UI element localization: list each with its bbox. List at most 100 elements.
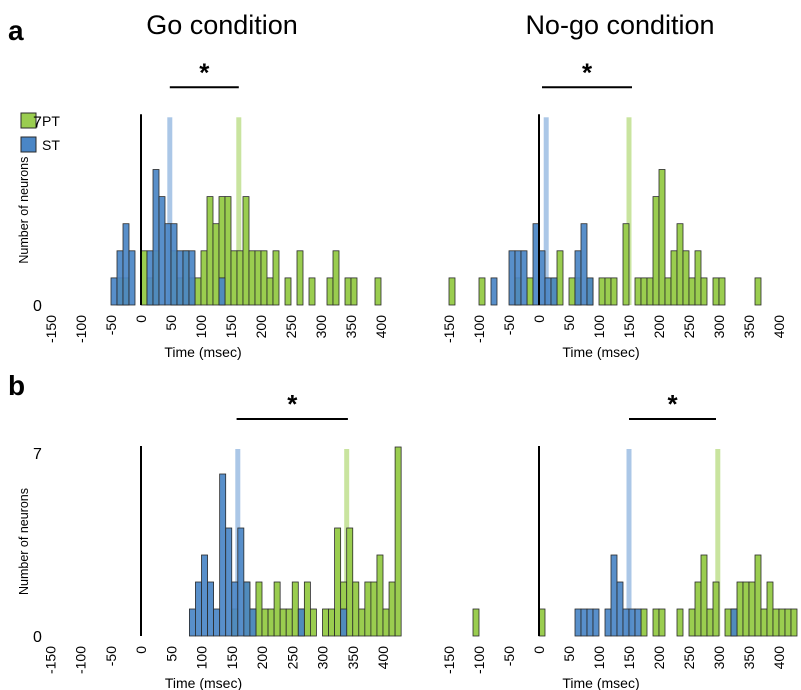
bar-pt xyxy=(224,196,232,306)
bar-pt xyxy=(273,581,281,637)
bar-pt xyxy=(284,277,292,306)
bar-pt xyxy=(676,223,684,306)
significance-star: * xyxy=(199,57,210,87)
bar-pt xyxy=(254,250,262,306)
bar-pt xyxy=(646,277,654,306)
bar-pt xyxy=(700,277,708,306)
x-tick-label: -50 xyxy=(103,315,119,335)
x-tick-label: -50 xyxy=(103,646,119,666)
x-tick-label: 150 xyxy=(224,646,240,670)
bar-pt xyxy=(236,250,244,306)
bar-pt xyxy=(322,608,329,637)
panel-b-letter: b xyxy=(8,370,25,401)
bar-st xyxy=(146,250,154,306)
panel-a-letter: a xyxy=(8,15,24,46)
median-line-pt xyxy=(715,449,721,636)
bar-pt xyxy=(694,250,702,306)
bar-st xyxy=(213,608,221,637)
bar-pt xyxy=(676,608,684,637)
bar-st xyxy=(520,250,528,306)
bar-pt xyxy=(296,250,304,306)
bar-pt xyxy=(346,527,354,637)
bar-pt xyxy=(724,608,732,637)
bar-st xyxy=(550,277,558,306)
x-tick-label: 100 xyxy=(194,646,210,670)
bar-pt xyxy=(568,277,576,306)
bar-st xyxy=(604,608,612,637)
x-tick-label: 50 xyxy=(561,646,577,662)
x-tick-label: 400 xyxy=(771,646,787,670)
x-tick-label: -100 xyxy=(471,646,487,674)
x-tick-label: 350 xyxy=(741,315,757,339)
bar-pt xyxy=(332,250,340,306)
bar-st xyxy=(116,250,124,306)
x-tick-label: -150 xyxy=(43,315,59,343)
bar-st xyxy=(225,527,233,637)
x-tick-label: -50 xyxy=(501,315,517,335)
bar-pt xyxy=(230,250,238,306)
bar-pt xyxy=(285,608,293,637)
x-tick-label: 200 xyxy=(253,315,269,339)
bar-st xyxy=(164,223,172,306)
bar-st xyxy=(297,608,305,637)
bar-st xyxy=(580,223,588,306)
x-axis-label: Time (msec) xyxy=(562,344,639,360)
bar-pt xyxy=(556,250,564,306)
bar-pt xyxy=(326,277,334,306)
x-tick-label: 100 xyxy=(591,646,607,670)
histogram-b-nogo: * -150 -100 -50 0 50 100 150 200 250 300 350 400 Time… xyxy=(441,389,798,690)
bar-pt xyxy=(652,196,660,306)
histogram-b-go: * -150 -100 -50 0 50 100 150 200 250 300 350 400 Time… xyxy=(17,389,402,690)
x-tick-label: -150 xyxy=(42,646,58,674)
bar-pt xyxy=(682,250,690,306)
bar-st xyxy=(586,277,594,306)
bar-st xyxy=(219,473,227,637)
bar-pt xyxy=(350,277,358,306)
y-tick-label: 7 xyxy=(33,446,42,463)
bar-st xyxy=(544,277,552,306)
bar-pt xyxy=(784,608,792,637)
bar-st xyxy=(586,608,594,637)
bar-st xyxy=(231,581,239,637)
legend-swatch-st xyxy=(20,136,37,153)
bar-pt xyxy=(670,250,678,306)
bar-pt xyxy=(364,581,372,637)
bar-pt xyxy=(688,277,696,306)
bar-pt xyxy=(309,608,317,637)
bar-pt xyxy=(598,277,606,306)
bar-pt xyxy=(334,527,342,637)
x-tick-label: 200 xyxy=(254,646,270,670)
bar-st xyxy=(249,608,257,637)
bar-pt xyxy=(255,581,263,637)
bar-st xyxy=(243,581,251,637)
x-tick-label: -50 xyxy=(501,646,517,666)
x-tick-label: 300 xyxy=(711,646,727,670)
x-axis-label: Time (msec) xyxy=(165,675,242,690)
x-axis-label: Time (msec) xyxy=(562,675,639,690)
histogram-a-go: * -150 -100 -50 0 50 100 150 200 250 300 350 400 Time… xyxy=(17,57,389,360)
median-line-st xyxy=(543,117,549,305)
bar-st xyxy=(188,608,196,637)
legend-label-st: ST xyxy=(42,137,60,153)
x-tick-label: 0 xyxy=(133,646,149,654)
bar-st xyxy=(514,250,522,306)
x-tick-label: 100 xyxy=(591,315,607,339)
bar-st xyxy=(182,250,190,306)
bar-pt xyxy=(194,277,202,306)
x-tick-label: 250 xyxy=(284,646,300,670)
x-tick-label: 0 xyxy=(133,315,149,323)
x-tick-label: 200 xyxy=(651,315,667,339)
bar-pt xyxy=(658,169,666,306)
bar-st xyxy=(170,223,178,306)
bar-pt xyxy=(748,581,756,637)
bar-pt xyxy=(736,581,744,637)
x-tick-label: 200 xyxy=(651,646,667,670)
bar-pt xyxy=(212,223,220,306)
median-line-st xyxy=(167,117,173,305)
x-tick-label: 400 xyxy=(373,315,389,339)
x-tick-label: 400 xyxy=(375,646,391,670)
x-tick-label: -150 xyxy=(441,646,457,674)
median-line-pt xyxy=(236,117,242,305)
bar-st xyxy=(110,277,118,306)
